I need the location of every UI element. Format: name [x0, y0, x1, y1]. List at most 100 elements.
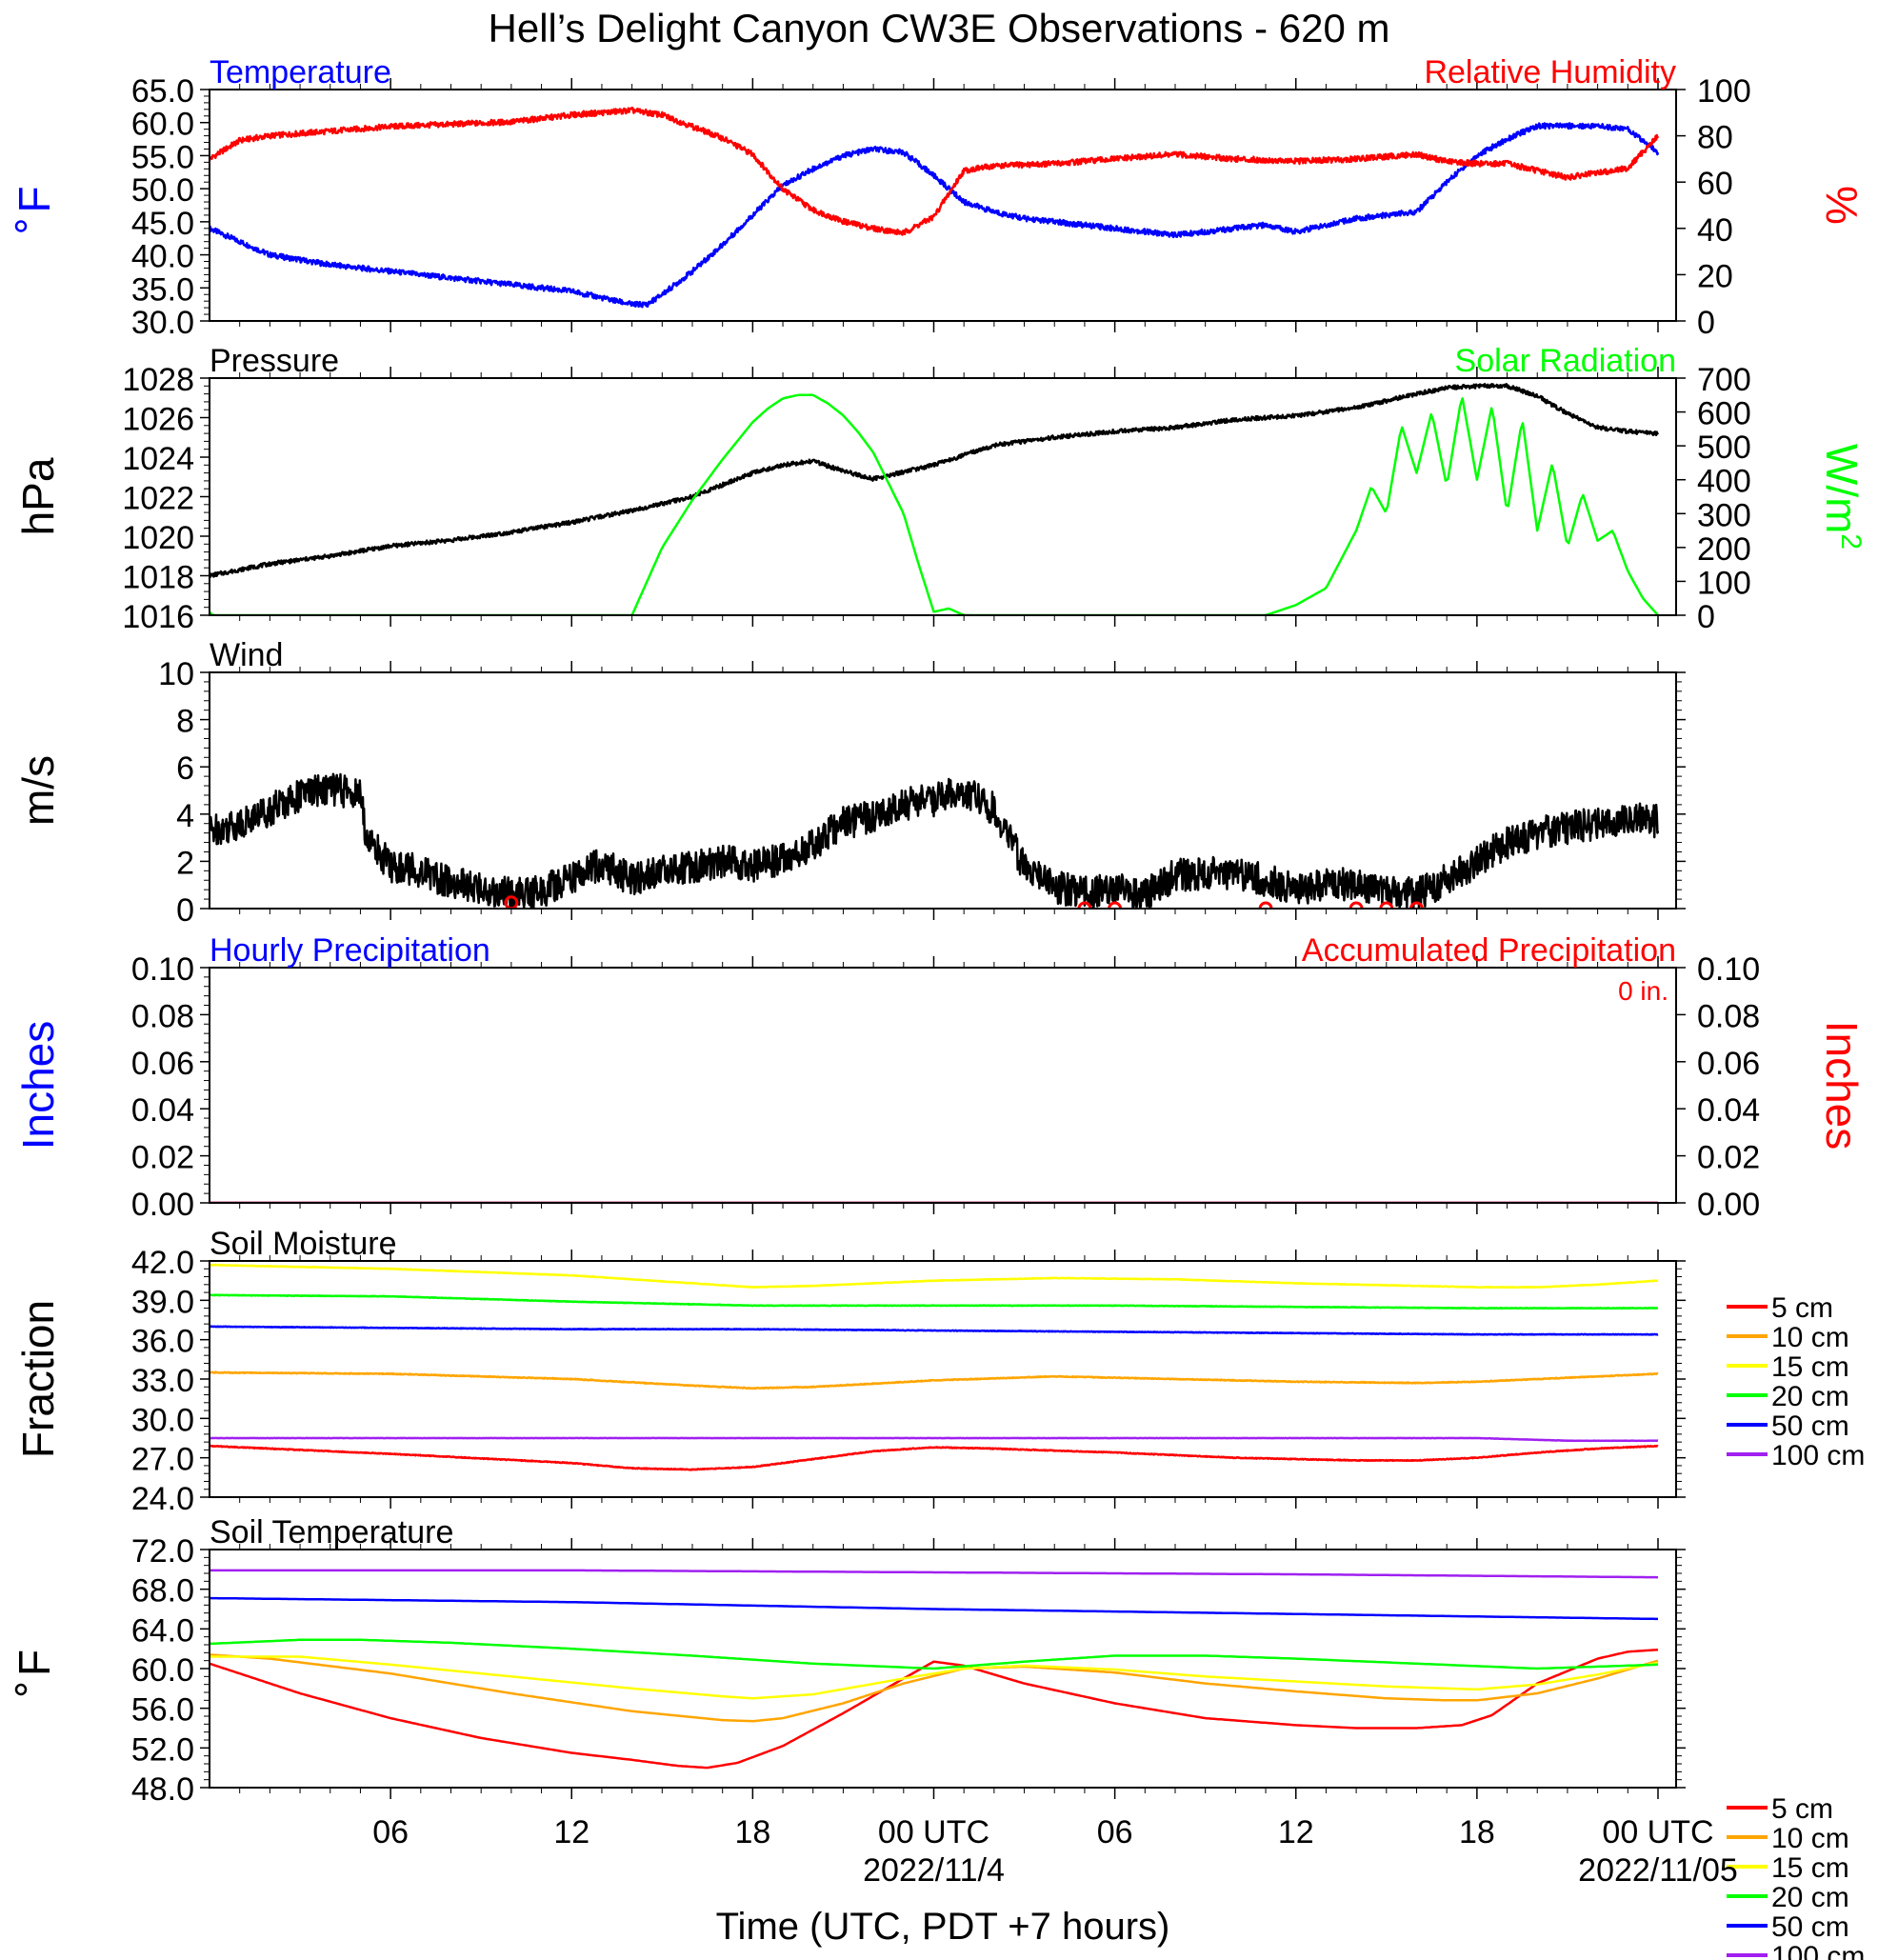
- series-line-cm10: [210, 1653, 1659, 1723]
- y-tick-label: 60.0: [131, 107, 194, 143]
- calm-wind-marker: [1108, 901, 1123, 909]
- y-tick-label: 50.0: [131, 172, 194, 209]
- y2-tick-label: 0.10: [1697, 951, 1760, 988]
- legend-label: 50 cm: [1771, 1911, 1849, 1943]
- time-tick-label: 18: [1459, 1814, 1495, 1850]
- series-line-cm10: [210, 1370, 1659, 1390]
- series-line-cm50: [210, 1325, 1659, 1336]
- plot-frame: [209, 1549, 1677, 1789]
- y2-tick-label: 500: [1697, 430, 1751, 466]
- panel-title-right: Accumulated Precipitation: [1302, 932, 1676, 969]
- series-line-cm20: [210, 1293, 1659, 1310]
- y-tick-label: 60.0: [131, 1652, 194, 1689]
- plot-frame: [209, 89, 1677, 322]
- time-tick-label: 00 UTC: [1602, 1814, 1713, 1850]
- calm-wind-marker: [1379, 901, 1394, 909]
- series-line-cm100: [210, 1436, 1659, 1443]
- series-group: [210, 1569, 1659, 1770]
- x-axis-label: Time (UTC, PDT +7 hours): [716, 1906, 1170, 1948]
- y2-tick-label: 80: [1697, 120, 1733, 156]
- y2-axis-label: W/m2: [1817, 444, 1867, 550]
- series-line-green: [210, 393, 1659, 615]
- y2-tick-label: 100: [1697, 565, 1751, 601]
- y-axis-label: hPa: [13, 457, 63, 535]
- series-line-cm5: [210, 1444, 1659, 1471]
- legend-label: 15 cm: [1771, 1852, 1849, 1884]
- y-tick-label: 1024: [122, 441, 194, 477]
- y2-tick-label: 200: [1697, 531, 1751, 568]
- y2-tick-label: 60: [1697, 166, 1733, 202]
- calm-wind-marker: [1408, 901, 1424, 909]
- panel-wind: 0 2 4 6 8 10 Wind m/s: [13, 637, 1686, 929]
- y-tick-label: 65.0: [131, 73, 194, 110]
- y-tick-label: 40.0: [131, 239, 194, 275]
- y2-tick-label: 400: [1697, 464, 1751, 500]
- panel-precip: 0.00 0.02 0.04 0.06 0.08 0.10 0.00 0.02 0.04 0.06…: [13, 932, 1867, 1223]
- y-tick-label: 6: [176, 750, 194, 787]
- series-line-blue: [210, 122, 1660, 309]
- y-axis-label-text: F: [10, 186, 59, 212]
- legend-label: 100 cm: [1771, 1941, 1865, 1960]
- y-tick-label: 42.0: [131, 1245, 194, 1281]
- plot-frame: [209, 967, 1677, 1204]
- y-tick-label: 33.0: [131, 1363, 194, 1399]
- time-tick-label: 06: [372, 1814, 409, 1850]
- panel-title-left: Wind: [210, 637, 283, 673]
- y-tick-label: 1018: [122, 560, 194, 596]
- y-tick-label: 52.0: [131, 1731, 194, 1768]
- y2-tick-label: 0.04: [1697, 1092, 1760, 1129]
- y2-tick-label: 600: [1697, 396, 1751, 432]
- panel-soil_temp: 48.052.056.060.064.068.072.0 Soil Tempera…: [10, 1514, 1865, 1960]
- y-tick-label: 68.0: [131, 1573, 194, 1610]
- y2-tick-label: 0.02: [1697, 1140, 1760, 1176]
- time-tick-label: 00 UTC: [878, 1814, 989, 1850]
- panels: 30.035.040.045.050.055.060.065.002040608…: [10, 54, 1867, 1960]
- series-line-cm5: [210, 1648, 1659, 1770]
- time-tick-label: 18: [734, 1814, 770, 1850]
- y2-tick-label: 0.08: [1697, 998, 1760, 1034]
- y-tick-label: 1022: [122, 481, 194, 517]
- legend-label: 10 cm: [1771, 1823, 1849, 1854]
- y-axis-label: F: [10, 1650, 59, 1696]
- panel-title-left: Temperature: [210, 54, 391, 90]
- y-tick-label: 56.0: [131, 1692, 194, 1729]
- y-tick-label: 1020: [122, 520, 194, 556]
- y2-tick-label: 0: [1697, 305, 1715, 341]
- series-line-black: [210, 772, 1660, 909]
- calm-wind-marker: [1077, 901, 1092, 909]
- y-tick-label: 72.0: [131, 1533, 194, 1570]
- y-axis-label: Fraction: [13, 1300, 63, 1458]
- y-axis-label: Inches: [13, 1021, 63, 1150]
- y2-axis-label: %: [1817, 186, 1867, 225]
- y2-tick-label: 300: [1697, 497, 1751, 533]
- series-line-cm15: [210, 1655, 1659, 1700]
- series-group: [210, 383, 1660, 615]
- series-line-cm100: [210, 1569, 1659, 1579]
- y-tick-label: 30.0: [131, 1402, 194, 1438]
- y-tick-label: 55.0: [131, 139, 194, 175]
- y-tick-label: 1026: [122, 402, 194, 438]
- y-tick-label: 27.0: [131, 1442, 194, 1478]
- accumulated-total: 0 in.: [1618, 976, 1668, 1006]
- y2-label-superscript: 2: [1835, 533, 1867, 550]
- y-tick-label: 36.0: [131, 1324, 194, 1360]
- y-tick-label: 1016: [122, 599, 194, 635]
- y-axis-label-text: F: [10, 1650, 59, 1676]
- y2-tick-label: 0.06: [1697, 1046, 1760, 1082]
- degree-mark: [14, 220, 28, 232]
- y-tick-label: 35.0: [131, 271, 194, 308]
- legend-label: 20 cm: [1771, 1381, 1849, 1412]
- y2-tick-label: 0.00: [1697, 1187, 1760, 1223]
- legend-label: 5 cm: [1771, 1793, 1833, 1825]
- series-line-cm50: [210, 1596, 1658, 1621]
- legend-label: 5 cm: [1771, 1292, 1833, 1324]
- y-tick-label: 0.10: [131, 951, 194, 988]
- y-tick-label: 0.02: [131, 1140, 194, 1176]
- series-group: [210, 1263, 1659, 1471]
- panel-title-right: Solar Radiation: [1455, 343, 1676, 379]
- y-tick-label: 1028: [122, 362, 194, 398]
- y-axis-label: F: [10, 186, 59, 232]
- date-label: 2022/11/05: [1578, 1852, 1738, 1889]
